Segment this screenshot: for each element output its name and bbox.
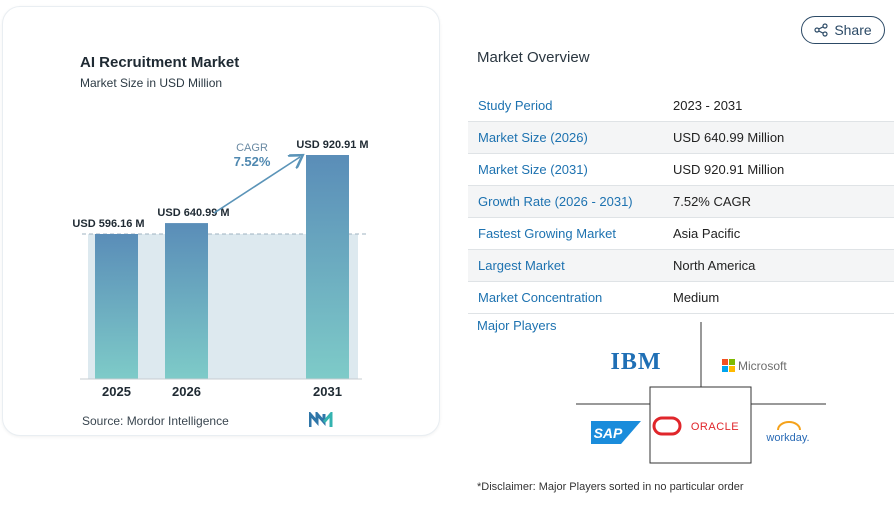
row-label: Study Period (478, 98, 553, 113)
overview-row: Largest Market North America (468, 250, 894, 282)
row-value: USD 640.99 Million (673, 130, 785, 145)
mordor-intelligence-logo (309, 412, 333, 427)
share-label: Share (834, 22, 872, 38)
data-label-2025: USD 596.16 M (72, 218, 144, 230)
cagr-value: 7.52% (234, 154, 271, 169)
row-label: Market Concentration (478, 290, 603, 305)
row-label: Growth Rate (2026 - 2031) (478, 194, 633, 209)
overview-table: Study Period 2023 - 2031 Market Size (20… (468, 90, 894, 314)
major-players-label: Major Players (477, 318, 557, 333)
row-value: Medium (673, 290, 720, 305)
workday-logo: workday. (765, 421, 810, 444)
row-label: Fastest Growing Market (478, 226, 616, 241)
overview-row: Market Size (2031) USD 920.91 Million (468, 154, 894, 186)
data-label-2026: USD 640.99 M (157, 207, 229, 219)
oracle-logo: ORACLE (652, 416, 739, 436)
disclaimer: *Disclaimer: Major Players sorted in no … (477, 481, 744, 493)
source-note: Source: Mordor Intelligence (82, 414, 229, 428)
microsoft-logo: Microsoft (722, 359, 787, 373)
row-label: Market Size (2026) (478, 130, 588, 145)
svg-text:workday.: workday. (765, 432, 809, 444)
row-value: 2023 - 2031 (673, 98, 743, 113)
ibm-logo: IBM (611, 349, 662, 375)
bar-2031 (306, 155, 349, 379)
data-label-2031: USD 920.91 M (296, 139, 368, 151)
chart-subtitle: Market Size in USD Million (80, 76, 223, 90)
row-value: North America (673, 258, 756, 273)
market-overview-title: Market Overview (477, 49, 590, 66)
cagr-arrow (213, 157, 300, 214)
row-label: Largest Market (478, 258, 565, 273)
sap-logo: SAP (591, 421, 641, 444)
overview-row: Growth Rate (2026 - 2031) 7.52% CAGR (468, 186, 894, 218)
row-value: USD 920.91 Million (673, 162, 785, 177)
bar-2026 (165, 223, 208, 379)
overview-row: Study Period 2023 - 2031 (468, 90, 894, 122)
x-tick-2025: 2025 (102, 384, 131, 399)
svg-text:SAP: SAP (594, 425, 623, 441)
cagr-label: CAGR (236, 142, 268, 154)
chart-title: AI Recruitment Market (80, 54, 240, 71)
share-icon (814, 23, 828, 37)
overview-row: Market Size (2026) USD 640.99 Million (468, 122, 894, 154)
row-value: 7.52% CAGR (673, 194, 752, 209)
overview-row: Fastest Growing Market Asia Pacific (468, 218, 894, 250)
overview-row: Market Concentration Medium (468, 282, 894, 314)
svg-text:ORACLE: ORACLE (691, 421, 739, 433)
chart-plot: USD 596.16 M 2025 USD 640.99 M 2026 USD 920.… (72, 139, 368, 399)
share-button[interactable]: Share (801, 16, 885, 44)
svg-text:IBM: IBM (611, 349, 662, 375)
bar-2025 (95, 233, 138, 379)
x-tick-2026: 2026 (172, 384, 201, 399)
x-tick-2031: 2031 (313, 384, 342, 399)
svg-text:Microsoft: Microsoft (738, 359, 787, 373)
row-label: Market Size (2031) (478, 162, 588, 177)
row-value: Asia Pacific (673, 226, 741, 241)
